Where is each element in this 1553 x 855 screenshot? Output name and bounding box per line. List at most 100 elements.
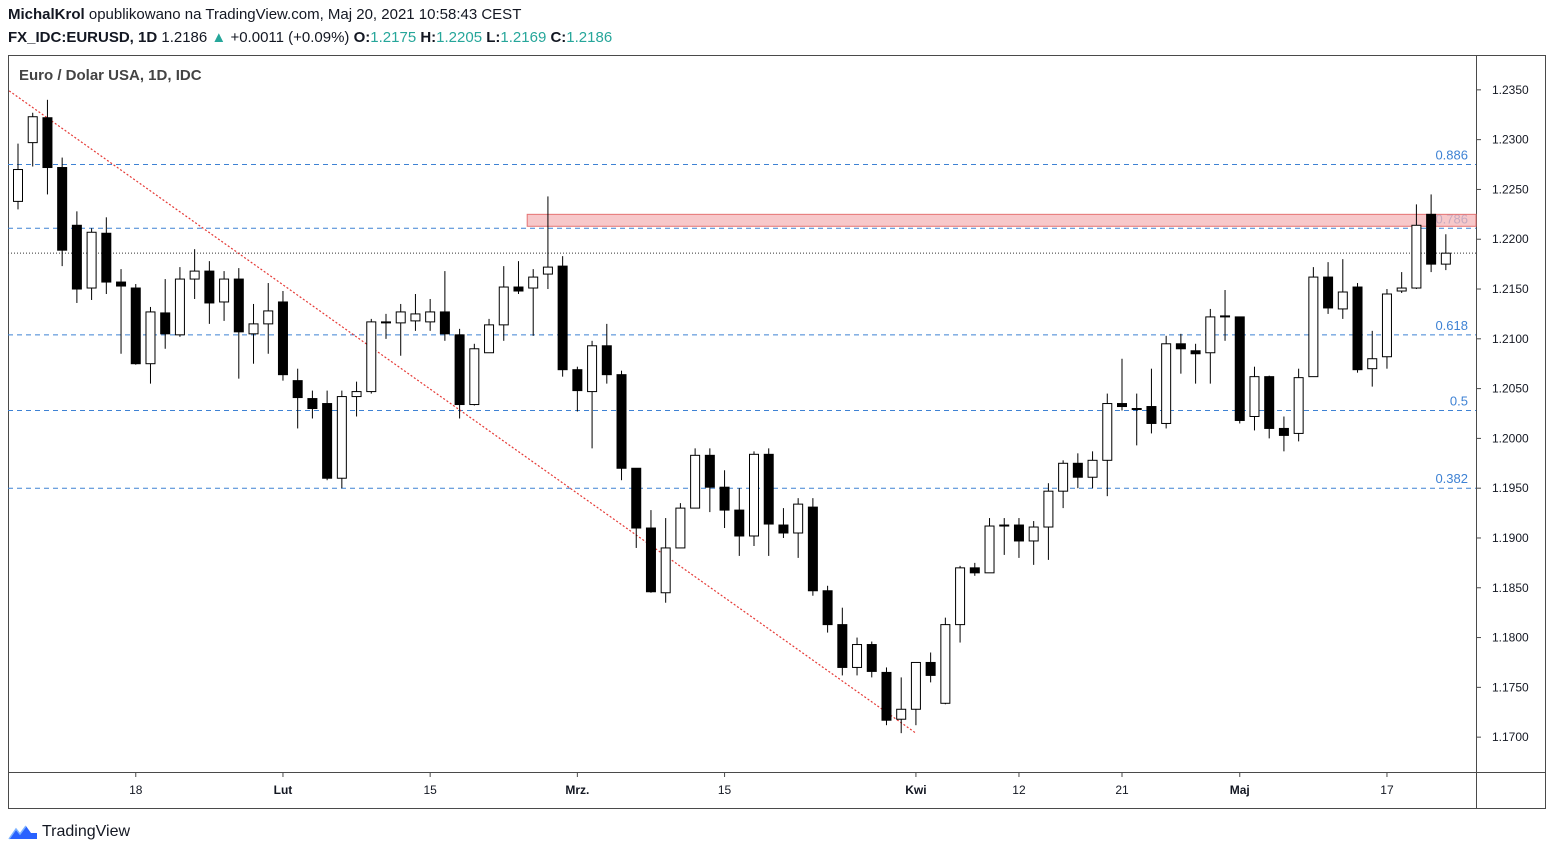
bearish-candle [42, 117, 53, 169]
bearish-candle [1146, 406, 1157, 424]
bearish-candle [204, 270, 215, 304]
bearish-candle [557, 265, 568, 371]
bullish-candle [587, 345, 598, 393]
bearish-candle [307, 398, 318, 410]
price-tick-label: 1.1900 [1492, 531, 1529, 545]
close-label: C: [550, 29, 567, 46]
price-tick-label: 1.1950 [1492, 481, 1529, 495]
bullish-candle [910, 661, 921, 710]
bullish-candle [1440, 252, 1451, 265]
bearish-candle [1323, 276, 1334, 309]
bearish-candle [763, 453, 774, 525]
bearish-candle [1072, 462, 1083, 478]
bearish-candle [1117, 403, 1127, 408]
bearish-candle [616, 374, 627, 469]
time-tick-label: Mrz. [565, 783, 589, 797]
bullish-candle [1161, 343, 1172, 424]
up-arrow-icon: ▲ [211, 29, 227, 46]
price-change: +0.0011 (+0.09%) [230, 29, 350, 46]
brand-name: TradingView [42, 823, 131, 840]
bullish-candle [1337, 291, 1348, 310]
time-tick-label: 21 [1115, 783, 1129, 797]
ohlc-header: FX_IDC:EURUSD, 1D 1.2186 ▲ +0.0011 (+0.0… [8, 29, 612, 46]
tradingview-footer[interactable]: TradingView [8, 820, 130, 844]
bearish-candle [1234, 316, 1245, 421]
bullish-candle [219, 278, 230, 303]
bullish-candle [174, 278, 185, 336]
bullish-candle [1058, 462, 1069, 492]
bearish-candle [116, 281, 127, 287]
bullish-candle [410, 313, 421, 322]
chart-container[interactable]: 1.2350 1.2300 1.2250 1.2200 1.2150 1.2100 1.20… [8, 55, 1546, 809]
publication-header: MichalKrol opublikowano na TradingView.c… [8, 6, 521, 23]
bullish-candle [1087, 459, 1098, 478]
resistance-zone [526, 213, 1477, 227]
bullish-candle [955, 567, 966, 626]
time-tick-label: Maj [1230, 783, 1250, 797]
bearish-candle [130, 287, 141, 365]
price-tick-label: 1.1750 [1492, 680, 1529, 694]
bullish-candle [1028, 526, 1039, 542]
price-tick-label: 1.1850 [1492, 581, 1529, 595]
bullish-candle [940, 624, 951, 704]
bullish-candle [86, 231, 97, 289]
price-tick-label: 1.2300 [1492, 133, 1529, 147]
tradingview-logo-icon [8, 825, 37, 840]
bearish-candle [837, 624, 848, 668]
bearish-candle [719, 486, 730, 511]
bullish-candle [425, 311, 436, 323]
bearish-candle [631, 467, 642, 529]
low-value: 1.2169 [500, 29, 547, 46]
price-tick-label: 1.2150 [1492, 282, 1529, 296]
bearish-candle [807, 506, 818, 592]
bullish-candle [366, 321, 377, 393]
bullish-candle [351, 391, 362, 398]
bearish-candle [71, 224, 82, 290]
bearish-candle [322, 403, 333, 479]
bullish-candle [852, 644, 863, 668]
bullish-candle [690, 454, 701, 509]
bullish-candle [1205, 316, 1216, 354]
bullish-candle [660, 547, 671, 594]
bullish-candle [27, 116, 38, 144]
author-name[interactable]: MichalKrol [8, 6, 85, 23]
price-chart[interactable]: 1.2350 1.2300 1.2250 1.2200 1.2150 1.2100 1.20… [8, 55, 1546, 809]
bearish-candle [1278, 427, 1289, 436]
bullish-candle [1396, 287, 1407, 292]
bullish-candle [498, 286, 509, 326]
bearish-candle [1264, 376, 1275, 429]
bearish-candle [454, 334, 465, 406]
bearish-candle [1426, 213, 1437, 265]
bearish-candle [277, 301, 288, 376]
chart-title: Euro / Dolar USA, 1D, IDC [19, 67, 202, 84]
bearish-candle [881, 671, 892, 721]
bearish-candle [439, 311, 450, 335]
bearish-candle [1175, 343, 1186, 350]
published-text: opublikowano na TradingView.com, Maj 20,… [88, 6, 522, 23]
price-tick-label: 1.1800 [1492, 631, 1529, 645]
bearish-candle [1190, 350, 1201, 355]
bullish-candle [528, 276, 539, 289]
bearish-candle [381, 321, 391, 324]
time-tick-label: 18 [129, 783, 143, 797]
time-tick-label: 17 [1380, 783, 1394, 797]
bullish-candle [542, 266, 553, 275]
bearish-candle [1013, 524, 1024, 542]
bearish-candle [160, 312, 171, 335]
bearish-candle [601, 345, 612, 376]
bullish-candle [13, 169, 23, 202]
bearish-candle [866, 644, 877, 672]
bullish-candle [395, 311, 406, 324]
bearish-candle [572, 369, 583, 392]
bullish-candle [984, 525, 995, 574]
bullish-candle [749, 453, 759, 537]
open-label: O: [353, 29, 371, 46]
price-tick-label: 1.2000 [1492, 431, 1529, 445]
bullish-candle [1131, 408, 1142, 411]
time-tick-label: Lut [274, 783, 293, 797]
bearish-candle [57, 167, 68, 251]
bullish-candle [263, 310, 274, 325]
fib-level-label: 0.382 [1435, 471, 1468, 486]
bearish-candle [1352, 286, 1363, 371]
high-label: H: [420, 29, 437, 46]
